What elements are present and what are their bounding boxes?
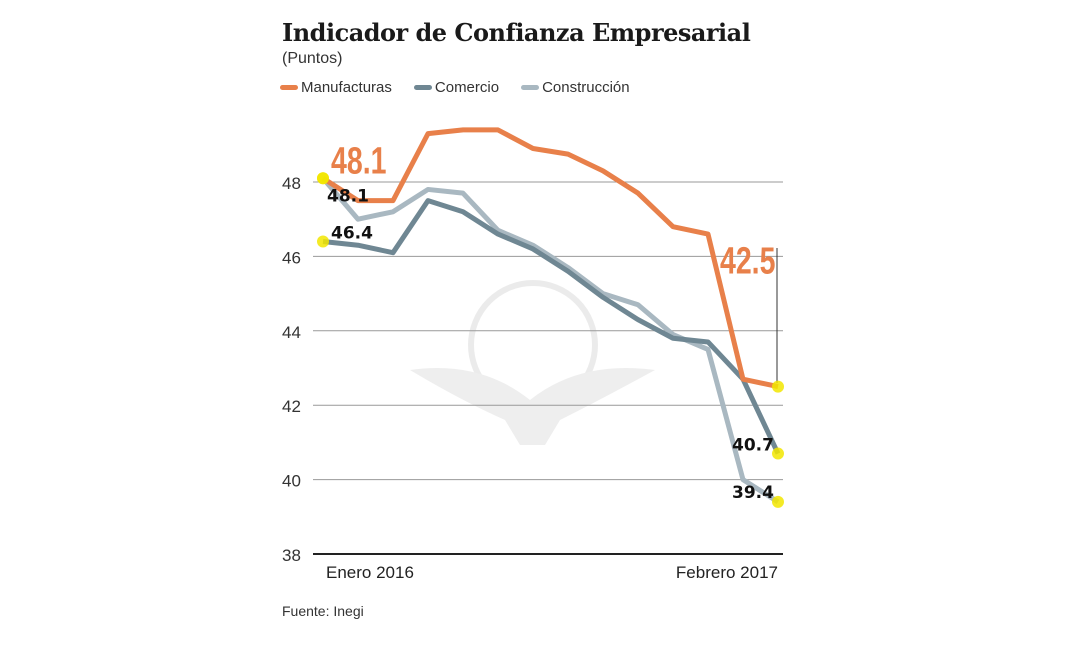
legend-item-construccion: Construcción <box>521 79 630 96</box>
legend-label: Comercio <box>434 79 500 96</box>
highlight-dot <box>772 495 784 508</box>
watermark-wings <box>410 368 655 445</box>
legend-label: Manufacturas <box>301 79 392 96</box>
legend-swatch <box>280 85 298 90</box>
source-note: Fuente: Inegi <box>282 603 364 619</box>
highlight-dot <box>317 172 329 185</box>
data-label: 46.4 <box>331 224 373 244</box>
legend-item-manufacturas: Manufacturas <box>280 79 392 96</box>
highlight-dot <box>317 235 329 248</box>
watermark-circle <box>468 280 598 410</box>
highlight-dot <box>772 447 784 460</box>
series-line-comercio <box>322 198 781 455</box>
watermark-logo <box>410 280 655 445</box>
series-line-manufacturas <box>321 127 779 390</box>
legend-swatch <box>521 85 540 90</box>
highlight-dot <box>772 380 784 393</box>
legend-item-comercio: Comercio <box>413 79 500 96</box>
y-tick-label: 38 <box>282 546 301 565</box>
y-tick-label: 40 <box>282 472 301 491</box>
y-tick-label: 48 <box>282 174 301 193</box>
data-label: 48.1 <box>327 186 369 206</box>
series-line-construcción <box>321 176 780 505</box>
y-tick-label: 46 <box>282 248 301 267</box>
data-label: 42.5 <box>720 241 775 283</box>
x-tick-label: Febrero 2017 <box>676 563 778 582</box>
y-tick-label: 42 <box>282 397 301 416</box>
data-label: 48.1 <box>331 140 386 182</box>
chart-subtitle: (Puntos) <box>282 50 343 67</box>
data-label: 40.7 <box>732 436 774 456</box>
x-tick-label: Enero 2016 <box>326 563 414 582</box>
legend: Manufacturas Comercio Construcción <box>280 79 630 96</box>
y-tick-label: 44 <box>282 323 301 342</box>
legend-label: Construcción <box>542 79 630 96</box>
legend-swatch <box>413 85 432 90</box>
data-label: 39.4 <box>732 483 774 503</box>
chart-title: Indicador de Confianza Empresarial <box>282 18 751 47</box>
